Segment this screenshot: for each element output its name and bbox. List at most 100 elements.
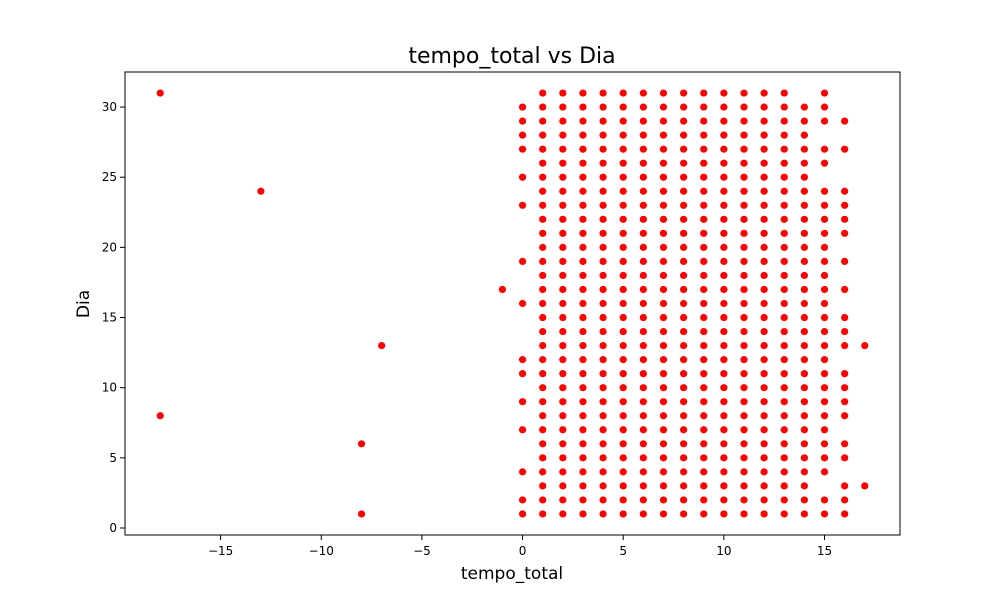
data-point [539, 299, 547, 308]
data-point [861, 341, 869, 350]
data-point [780, 159, 788, 167]
data-point [700, 243, 708, 251]
data-point [700, 510, 708, 518]
data-point [740, 229, 748, 237]
data-point [760, 327, 768, 336]
data-point [740, 341, 748, 350]
data-point [720, 243, 728, 251]
data-point [518, 145, 527, 153]
data-point [700, 229, 708, 237]
data-point [599, 173, 607, 181]
data-point [619, 285, 627, 294]
data-point [720, 159, 728, 167]
data-point [619, 145, 627, 153]
data-point [841, 384, 849, 392]
data-point [680, 454, 688, 462]
data-point [559, 482, 567, 490]
data-point [539, 370, 547, 378]
data-point [659, 117, 668, 125]
points-layer [156, 89, 869, 518]
data-point [619, 496, 627, 504]
data-point [539, 398, 547, 406]
data-point [539, 327, 547, 336]
data-point [559, 398, 567, 406]
data-point [780, 313, 788, 322]
data-point [680, 243, 688, 251]
data-point [820, 201, 829, 209]
data-point [800, 356, 808, 364]
data-point [680, 285, 688, 294]
data-point [559, 89, 567, 97]
data-point [559, 215, 567, 223]
data-point [780, 468, 788, 476]
data-point [820, 510, 829, 518]
data-point [780, 398, 788, 406]
data-point [619, 468, 627, 476]
data-point [820, 257, 829, 266]
data-point [820, 327, 829, 336]
data-point [619, 243, 627, 251]
data-point [680, 384, 688, 392]
data-point [700, 201, 708, 209]
data-point [680, 426, 688, 434]
data-point [820, 496, 829, 504]
data-point [800, 159, 808, 167]
data-point [760, 285, 768, 294]
data-point [659, 159, 668, 167]
data-point [619, 426, 627, 434]
data-point [700, 482, 708, 490]
data-point [659, 482, 668, 490]
data-point [700, 215, 708, 223]
data-point [740, 173, 748, 181]
data-point [639, 257, 647, 266]
data-point [639, 215, 647, 223]
data-point [680, 496, 688, 504]
data-point [639, 370, 647, 378]
data-point [559, 257, 567, 266]
data-point [800, 229, 808, 237]
data-point [619, 482, 627, 490]
data-point [659, 173, 668, 181]
data-point [720, 285, 728, 294]
data-point [680, 131, 688, 139]
data-point [680, 313, 688, 322]
data-point [599, 285, 607, 294]
y-axis-ticks: 0 5 10 15 20 25 30 [102, 100, 125, 535]
data-point [559, 187, 567, 195]
data-point [579, 159, 587, 167]
data-point [639, 356, 647, 364]
data-point [740, 510, 748, 518]
data-point [639, 89, 647, 97]
data-point [680, 510, 688, 518]
y-tick-label: 5 [109, 451, 117, 465]
y-tick-label: 15 [102, 311, 117, 325]
data-point [841, 440, 849, 448]
data-point [659, 299, 668, 308]
data-point [659, 356, 668, 364]
data-point [579, 285, 587, 294]
data-point [518, 103, 527, 111]
data-point [659, 103, 668, 111]
data-point [780, 229, 788, 237]
data-point [760, 103, 768, 111]
data-point [780, 187, 788, 195]
data-point [639, 173, 647, 181]
data-point [579, 215, 587, 223]
data-point [720, 370, 728, 378]
data-point [760, 468, 768, 476]
data-point [680, 257, 688, 266]
data-point [800, 103, 808, 111]
data-point [659, 468, 668, 476]
data-point [579, 145, 587, 153]
data-point [559, 173, 567, 181]
data-point [720, 482, 728, 490]
data-point [659, 341, 668, 350]
data-point [599, 145, 607, 153]
data-point [579, 412, 587, 420]
y-tick-label: 20 [102, 240, 117, 254]
data-point [539, 187, 547, 195]
data-point [841, 313, 849, 322]
data-point [820, 117, 829, 125]
data-point [599, 398, 607, 406]
data-point [680, 468, 688, 476]
